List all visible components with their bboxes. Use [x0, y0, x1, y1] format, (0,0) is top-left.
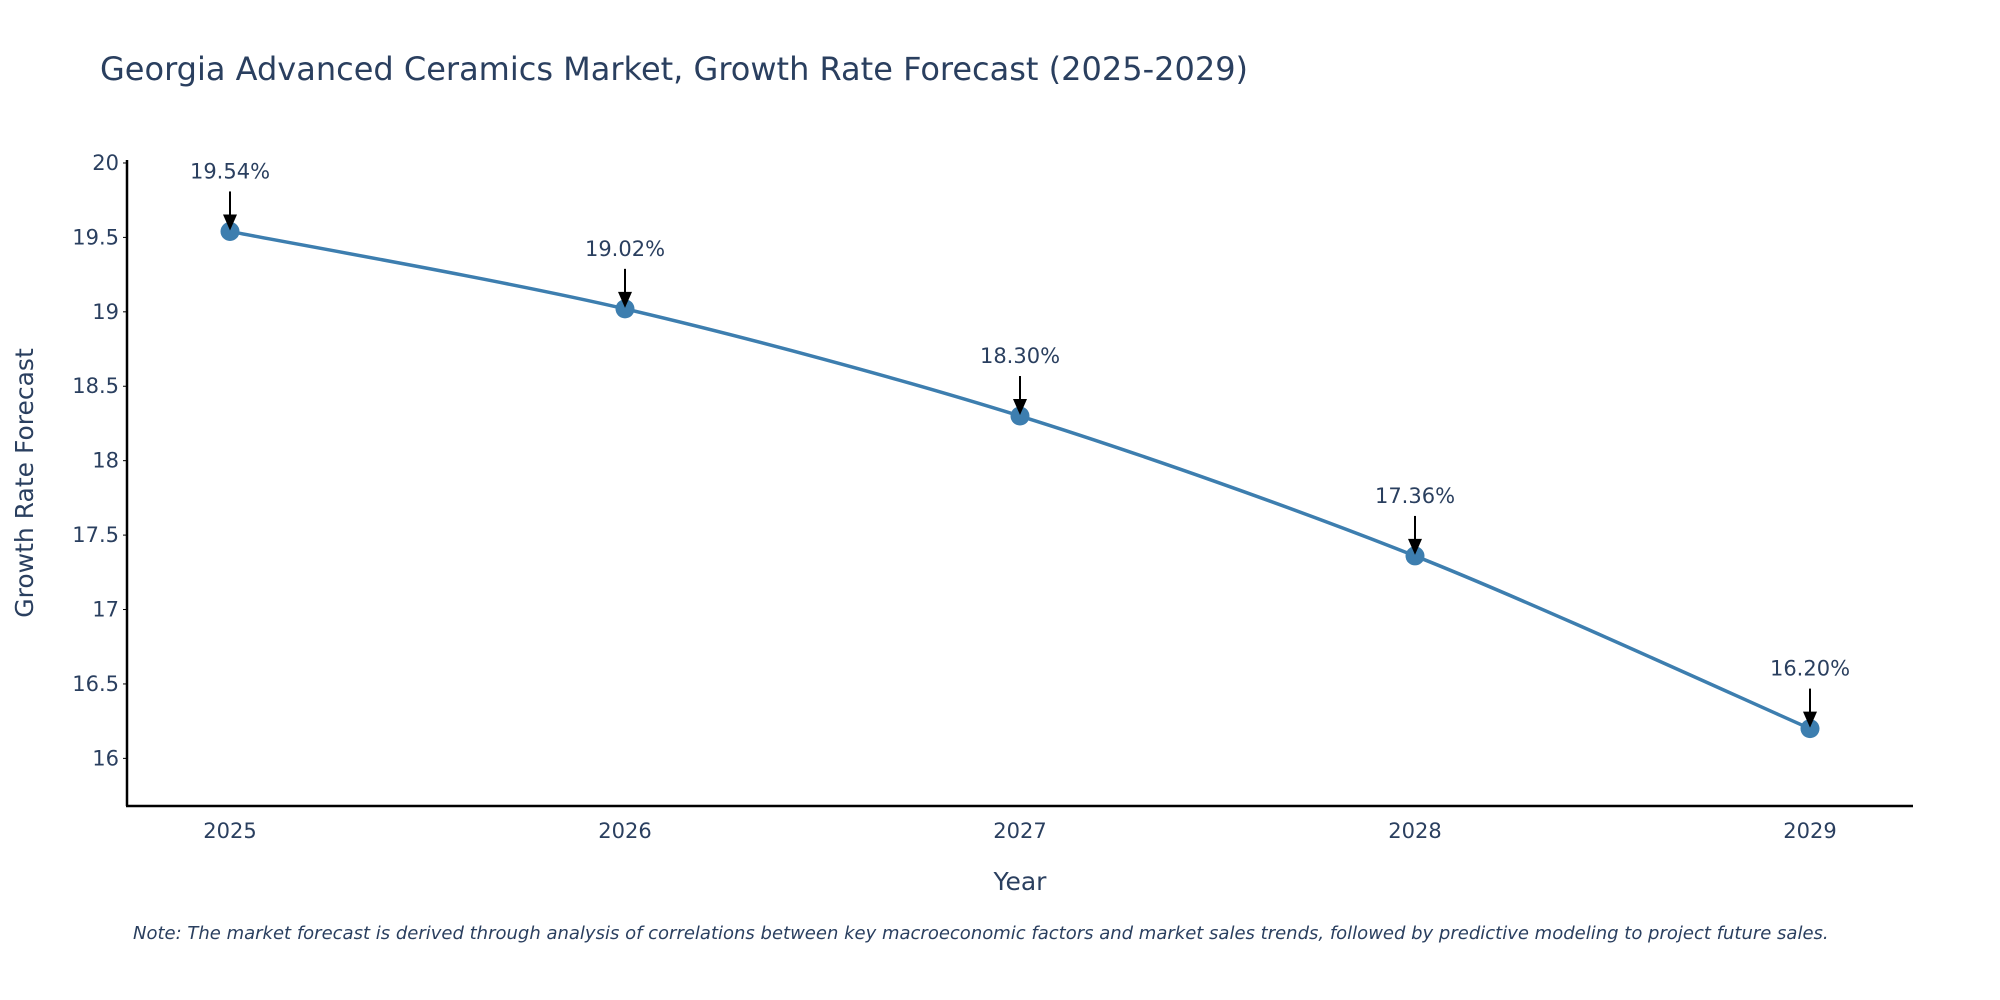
annotation-arrow-head — [618, 291, 632, 308]
data-label: 16.20% — [1770, 657, 1850, 681]
x-tick-label: 2026 — [598, 819, 651, 843]
annotation-arrow-head — [1408, 538, 1422, 555]
data-annotations: 19.54% 19.02% 18.30% 17.36% 16.20% — [190, 159, 1850, 728]
chart-note: Note: The market forecast is derived thr… — [133, 923, 1829, 944]
data-point — [1800, 719, 1820, 739]
chart-title: Georgia Advanced Ceramics Market, Growth… — [100, 50, 1248, 88]
y-tick-label: 18 — [92, 449, 119, 473]
data-label: 19.02% — [585, 237, 665, 261]
y-tick-label: 17.5 — [72, 523, 119, 547]
annotation-arrow-head — [1803, 711, 1817, 728]
data-label: 17.36% — [1375, 484, 1455, 508]
series-line — [229, 229, 1811, 731]
y-tick-label: 16 — [92, 746, 119, 770]
y-tick-label: 18.5 — [72, 374, 119, 398]
x-tick-label: 2028 — [1388, 819, 1441, 843]
data-markers — [220, 221, 1820, 739]
data-point — [220, 221, 240, 241]
y-axis-ticks: 16 16.5 17 17.5 18 18.5 19 19.5 20 — [72, 151, 127, 770]
data-point — [1010, 406, 1030, 426]
y-axis-title: Growth Rate Forecast — [10, 348, 39, 618]
x-axis-title: Year — [993, 867, 1048, 896]
annotation-arrow-head — [223, 214, 237, 231]
data-point — [1405, 546, 1425, 566]
x-tick-label: 2025 — [203, 819, 256, 843]
y-tick-label: 16.5 — [72, 672, 119, 696]
annotation-arrow-head — [1013, 399, 1027, 416]
y-tick-label: 19 — [92, 300, 119, 324]
x-tick-label: 2027 — [993, 819, 1046, 843]
x-tick-label: 2029 — [1783, 819, 1836, 843]
y-tick-label: 20 — [92, 151, 119, 175]
data-label: 18.30% — [980, 344, 1060, 368]
data-label: 19.54% — [190, 159, 270, 183]
data-point — [615, 299, 635, 319]
x-axis-ticks: 2025 2026 2027 2028 2029 — [203, 819, 1836, 843]
y-tick-label: 19.5 — [72, 225, 119, 249]
y-tick-label: 17 — [92, 598, 119, 622]
